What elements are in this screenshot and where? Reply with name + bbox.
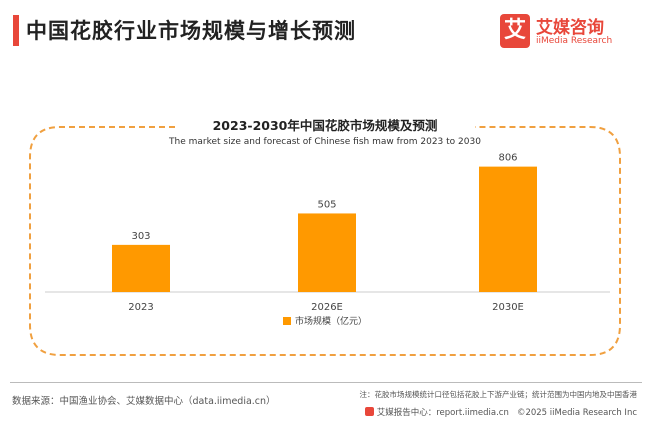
page-title: 中国花胶行业市场规模与增长预测 — [26, 19, 356, 43]
copyright: ©2025 iiMedia Research Inc — [516, 408, 637, 418]
chart-subtitle: The market size and forecast of Chinese … — [169, 137, 481, 147]
logo-cn-text: 艾媒咨询 — [536, 18, 604, 38]
footer-divider — [10, 382, 642, 383]
legend-swatch — [282, 317, 291, 325]
x-tick-label-2026E: 2026E — [311, 302, 343, 313]
chart-title: 2023-2030年中国花胶市场规模及预测 — [212, 118, 438, 133]
logo-en-text: iiMedia Research — [536, 36, 613, 46]
footer-credits: 艾媒报告中心：report.iimedia.cn ©2025 iiMedia R… — [364, 406, 637, 418]
logo-mark-icon: 艾 — [500, 14, 530, 48]
footnote: 注：花胶市场规模统计口径包括花胶上下游产业链；统计范围为中国内地及中国香港 — [359, 390, 638, 399]
data-label-2030E: 806 — [498, 153, 517, 164]
dashed-frame — [29, 126, 621, 356]
legend: 市场规模（亿元） — [0, 314, 650, 327]
iimedia-logo: 艾 艾媒咨询 iiMedia Research — [500, 12, 640, 52]
bar-2030E — [479, 166, 537, 292]
legend-label: 市场规模（亿元） — [294, 317, 367, 327]
report-center: 艾媒报告中心：report.iimedia.cn — [376, 408, 509, 418]
bar-2026E — [298, 213, 356, 292]
bar-2023 — [112, 244, 170, 292]
footer-logo-icon — [364, 407, 374, 416]
data-label-2026E: 505 — [317, 199, 336, 210]
x-tick-label-2030E: 2030E — [492, 302, 524, 313]
data-label-2023: 303 — [131, 231, 150, 242]
x-tick-label-2023: 2023 — [128, 302, 153, 313]
title-accent-bar — [13, 15, 19, 46]
data-source: 数据来源：中国渔业协会、艾媒数据中心（data.iimedia.cn） — [12, 396, 276, 407]
